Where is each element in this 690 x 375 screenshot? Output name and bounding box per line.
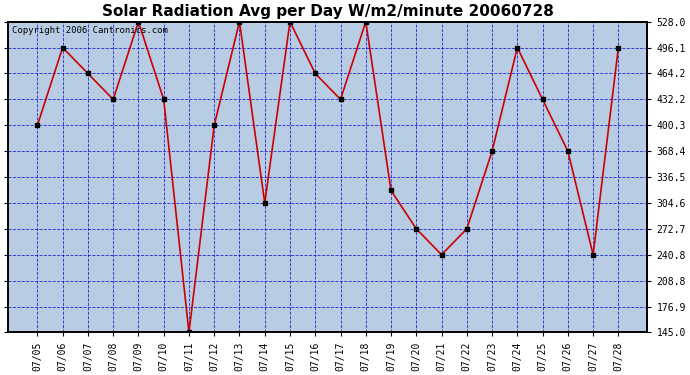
Text: Copyright 2006 Cantronics.com: Copyright 2006 Cantronics.com <box>12 26 168 35</box>
Title: Solar Radiation Avg per Day W/m2/minute 20060728: Solar Radiation Avg per Day W/m2/minute … <box>102 4 554 19</box>
